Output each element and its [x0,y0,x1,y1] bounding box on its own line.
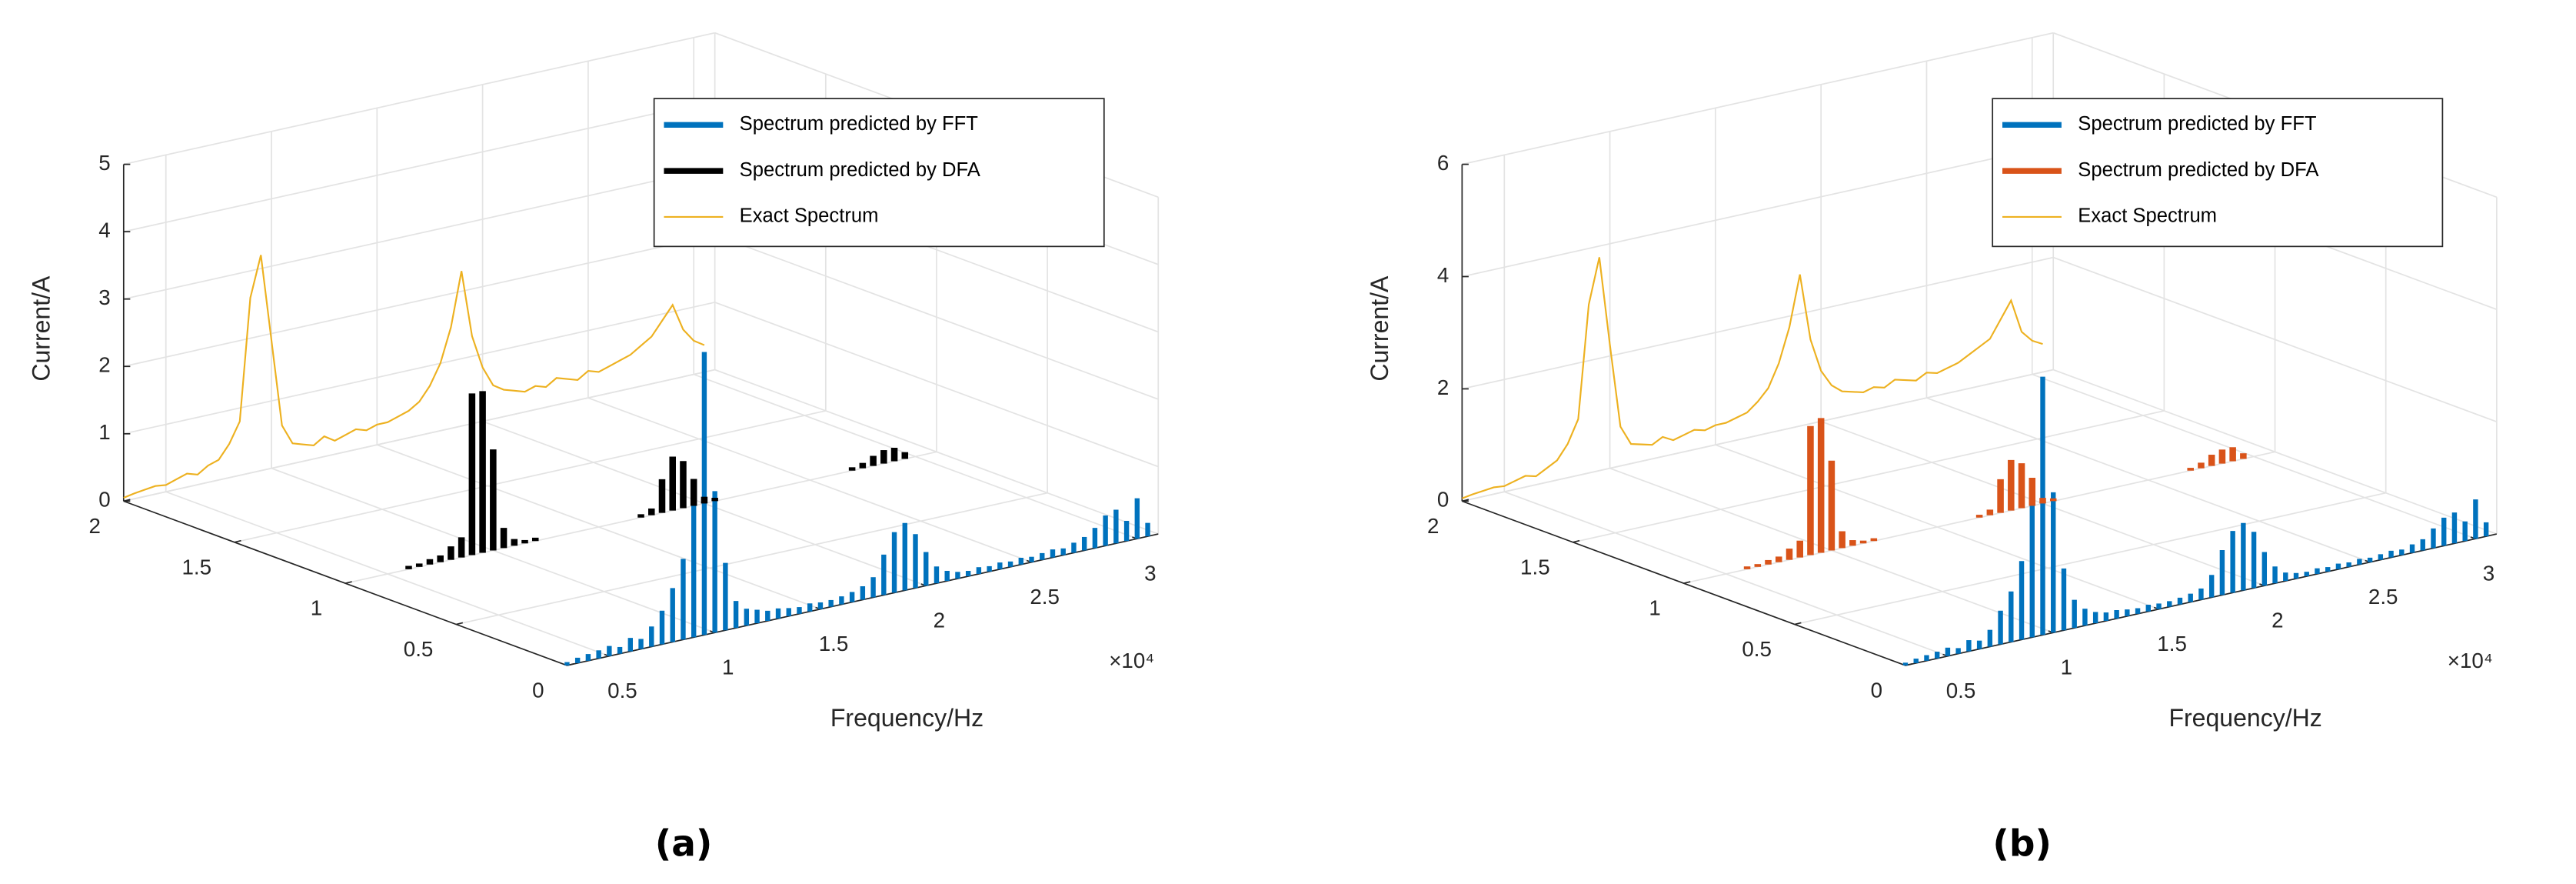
x-tick-label: 3 [1144,562,1156,585]
chart: 0.511.522.5300.511.520246×10⁴Frequency/H… [1366,32,2498,865]
grid-line [714,234,1159,400]
x-tick-label: 2 [2271,609,2283,632]
z-tick-label: 4 [1437,263,1449,287]
grid-line [1462,256,2054,390]
legend: Spectrum predicted by FFT Spectrum predic… [1992,98,2444,248]
grid-line [1462,32,2054,165]
axis-line [1462,500,1906,666]
grid-line [123,234,715,368]
y-tick-label: 0 [532,678,544,702]
z-tick-label: 2 [1437,375,1449,399]
x-axis-label: Frequency/Hz [830,704,983,732]
grid-line [123,302,715,435]
x-axis-label: Frequency/Hz [2168,704,2321,732]
z-tick-label: 0 [1437,488,1449,512]
x-tick-label: 1.5 [2157,632,2187,655]
grid-line [123,99,715,232]
x-tick-label: 1 [722,655,734,679]
x-tick-label: 2 [934,609,945,632]
z-tick-label: 2 [98,353,110,377]
x-tick-label: 3 [2483,562,2494,585]
y-tick-label: 1.5 [1520,555,1550,579]
y-tick-label: 1 [311,596,322,620]
tick-mark [1683,581,1691,584]
panel-label: (b) [1992,822,2052,865]
panel-label: (a) [655,822,713,865]
z-tick-label: 1 [98,420,110,444]
x-multiplier: ×10⁴ [1109,649,1154,672]
legend-box [653,98,1105,248]
grid-line [1794,492,2386,625]
grid-line [123,32,715,165]
z-tick-label: 0 [98,488,110,512]
x-tick-label: 0.5 [607,679,637,702]
z-tick-label: 6 [1437,151,1449,175]
spectrum-line [123,255,705,499]
legend-label: Spectrum predicted by DFA [2078,159,2319,181]
tick-mark [234,539,241,543]
y-tick-label: 2 [88,514,100,538]
z-tick-label: 5 [98,151,110,175]
x-tick-label: 1.5 [819,632,849,655]
y-tick-label: 0.5 [1742,637,1772,661]
z-axis-label: Current/A [1366,275,1393,382]
tick-mark [344,581,352,584]
y-tick-label: 1.5 [181,555,211,579]
legend-label: Spectrum predicted by DFA [740,159,981,181]
y-tick-label: 1 [1649,596,1660,620]
grid-line [714,302,1159,468]
grid-line [1573,410,2165,543]
y-tick-label: 2 [1427,514,1439,538]
grid-line [123,369,715,502]
x-multiplier: ×10⁴ [2448,649,2493,672]
chart: 0.511.522.5300.511.52012345×10⁴Frequency… [28,32,1160,865]
legend-label: Spectrum predicted by FFT [2078,113,2317,135]
grid-line [123,167,715,300]
legend-box [1992,98,2444,248]
tick-mark [1794,622,1802,625]
y-tick-label: 0 [1871,678,1882,702]
grid-line [456,492,1048,625]
z-tick-label: 4 [98,218,110,242]
legend-label: Exact Spectrum [2078,205,2217,227]
grid-line [2052,256,2498,422]
spectrum-line [1462,257,2043,499]
grid-line [1462,144,2054,278]
legend: Spectrum predicted by FFT Spectrum predic… [653,98,1105,248]
x-tick-label: 1 [2061,655,2072,679]
legend-label: Spectrum predicted by FFT [740,113,979,135]
z-axis-label: Current/A [28,275,55,382]
grid-line [234,410,826,543]
x-tick-label: 0.5 [1946,679,1976,702]
x-tick-label: 2.5 [1030,585,1060,609]
x-tick-label: 2.5 [2368,585,2398,609]
legend-label: Exact Spectrum [740,205,879,227]
grid-line [2052,369,2498,535]
grid-line [1462,369,2054,502]
z-tick-label: 3 [98,285,110,309]
tick-mark [456,622,464,625]
y-tick-label: 0.5 [404,637,434,661]
tick-mark [1573,539,1580,543]
grid-line [714,369,1159,535]
